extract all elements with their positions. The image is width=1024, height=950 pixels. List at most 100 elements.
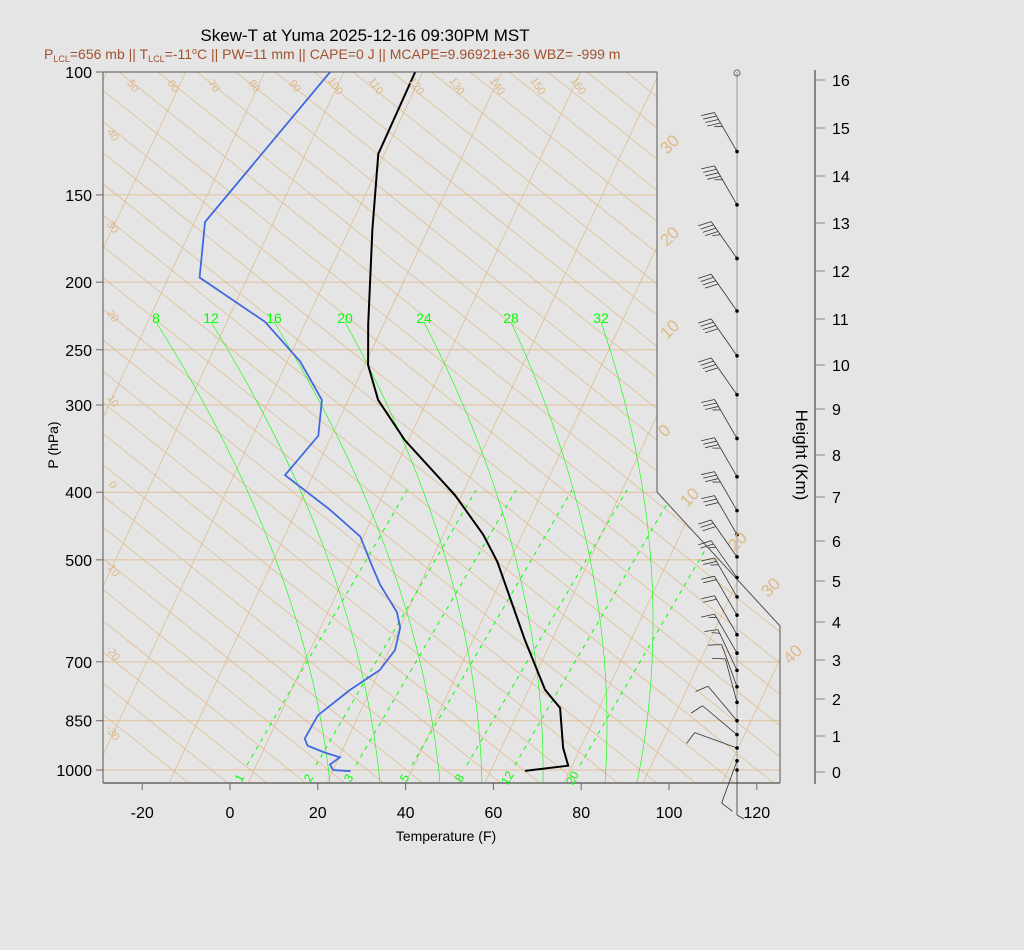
dry-adiabat-line [103, 72, 579, 783]
dry-adiabat-label: 20 [104, 308, 121, 325]
mast-dot [735, 685, 739, 689]
mast-dot [735, 555, 739, 559]
y-tick-label: 300 [65, 398, 92, 415]
wind-barb-staff [714, 595, 738, 635]
isotherm-line [103, 72, 424, 783]
wind-barb-flag [700, 321, 714, 327]
mixing-ratio-line [514, 489, 676, 766]
wind-barb-flag [712, 234, 721, 236]
x-axis-label: Temperature (F) [396, 828, 496, 844]
wind-barb-flag [705, 502, 719, 506]
wind-barb-staff [710, 221, 738, 259]
dry-adiabat-line [103, 72, 462, 783]
x-tick-label: 120 [743, 805, 770, 822]
mast-dot [735, 256, 739, 261]
mast-dot [735, 758, 739, 763]
x-tick-label: 20 [309, 805, 327, 822]
dry-adiabat-label: 110 [366, 76, 386, 97]
dry-adiabat-line [103, 72, 540, 783]
temperature-line [367, 72, 570, 772]
dry-adiabat-line [469, 72, 780, 783]
dry-adiabat-label: 120 [406, 75, 426, 97]
moist-adiabat-line [600, 321, 654, 783]
x-tick-label: 80 [572, 805, 590, 822]
moist-adiabat-label: 24 [416, 310, 432, 326]
isotherm-label: 30 [656, 131, 683, 158]
dry-adiabat-line [391, 72, 780, 783]
dry-adiabat-line [103, 72, 501, 783]
wind-barb-flag [701, 112, 715, 116]
wind-barb-staff [714, 575, 738, 616]
height-tick-label: 5 [832, 574, 841, 591]
y-tick-label: 200 [65, 275, 92, 292]
wind-barb-flag [703, 115, 717, 120]
mast-dot [735, 668, 739, 673]
y-tick-label: 1000 [56, 763, 92, 780]
wind-barb-staff [714, 112, 738, 152]
profiles [198, 72, 570, 773]
dry-adiabat-line [103, 72, 780, 783]
wind-barb-flag [707, 175, 721, 180]
wind-barb-flag [698, 357, 712, 363]
wind-barb-flag [703, 498, 717, 503]
mast-dot [735, 613, 739, 617]
moist-adiabat-line [210, 321, 381, 783]
wind-barb-flag [695, 685, 709, 692]
dry-adiabat-label: 150 [527, 75, 547, 97]
moist-adiabats [155, 321, 741, 783]
wind-barb-flag [702, 325, 716, 331]
height-tick-label: 0 [832, 765, 841, 782]
wind-barb-flag [702, 526, 716, 532]
wind-barb-flag [703, 579, 717, 584]
wind-barb-flag [708, 644, 722, 646]
isotherm-line [247, 72, 582, 783]
plot-frame [102, 71, 781, 784]
dry-adiabat-label: 130 [446, 75, 466, 97]
mixing-ratio-label: 12 [498, 768, 517, 787]
dry-adiabat-label: 50 [124, 78, 141, 95]
dry-adiabat-line [235, 72, 780, 783]
wind-barb-flag [703, 598, 717, 603]
wind-barb-staff [714, 437, 738, 477]
wind-barb-staff [714, 399, 738, 439]
height-tick-label: 4 [832, 615, 841, 632]
mast-marker [733, 69, 741, 77]
wind-barb-flag [701, 399, 715, 403]
wind-barb-flag [698, 273, 712, 279]
dry-adiabat-label: 0 [106, 479, 119, 491]
x-tick-label: -20 [131, 805, 154, 822]
wind-barb-flag [698, 540, 712, 546]
x-tick-label: 0 [226, 805, 235, 822]
wind-barb-staff [714, 613, 738, 654]
height-tick-label: 11 [832, 312, 849, 329]
mast-dot [735, 575, 739, 580]
dry-adiabat-label: 80 [246, 78, 263, 95]
height-tick-label: 7 [832, 490, 841, 507]
isotherm-line [168, 72, 503, 783]
dry-adiabat-line [313, 72, 780, 783]
wind-barb-flag [705, 406, 719, 410]
wind-barb-flag [707, 122, 721, 127]
isotherm-line [642, 72, 780, 783]
wind-barb-staff [721, 644, 738, 687]
y-tick-label: 100 [65, 65, 92, 82]
wind-barb-staff [694, 732, 738, 749]
isotherm-line [0, 72, 28, 783]
mast-dot [735, 746, 739, 750]
height-tick-label: 9 [832, 402, 841, 419]
moist-adiabat-label: 12 [203, 310, 219, 326]
dry-adiabat-line [352, 72, 780, 783]
height-tick-label: 3 [832, 653, 841, 670]
dry-adiabat-line [103, 72, 267, 783]
wind-barbs [686, 69, 745, 820]
height-axis-label: Height (Km) [792, 410, 811, 501]
moist-adiabat-line [273, 321, 441, 783]
mast-dot [735, 732, 739, 737]
wind-barb-flag [703, 402, 717, 407]
height-tick-label: 10 [832, 358, 850, 375]
wind-barb-staff [717, 629, 738, 671]
mast-dot [735, 149, 739, 154]
height-tick-label: 2 [832, 692, 841, 709]
height-tick-label: 6 [832, 534, 841, 551]
y-tick-label: 850 [65, 714, 92, 731]
